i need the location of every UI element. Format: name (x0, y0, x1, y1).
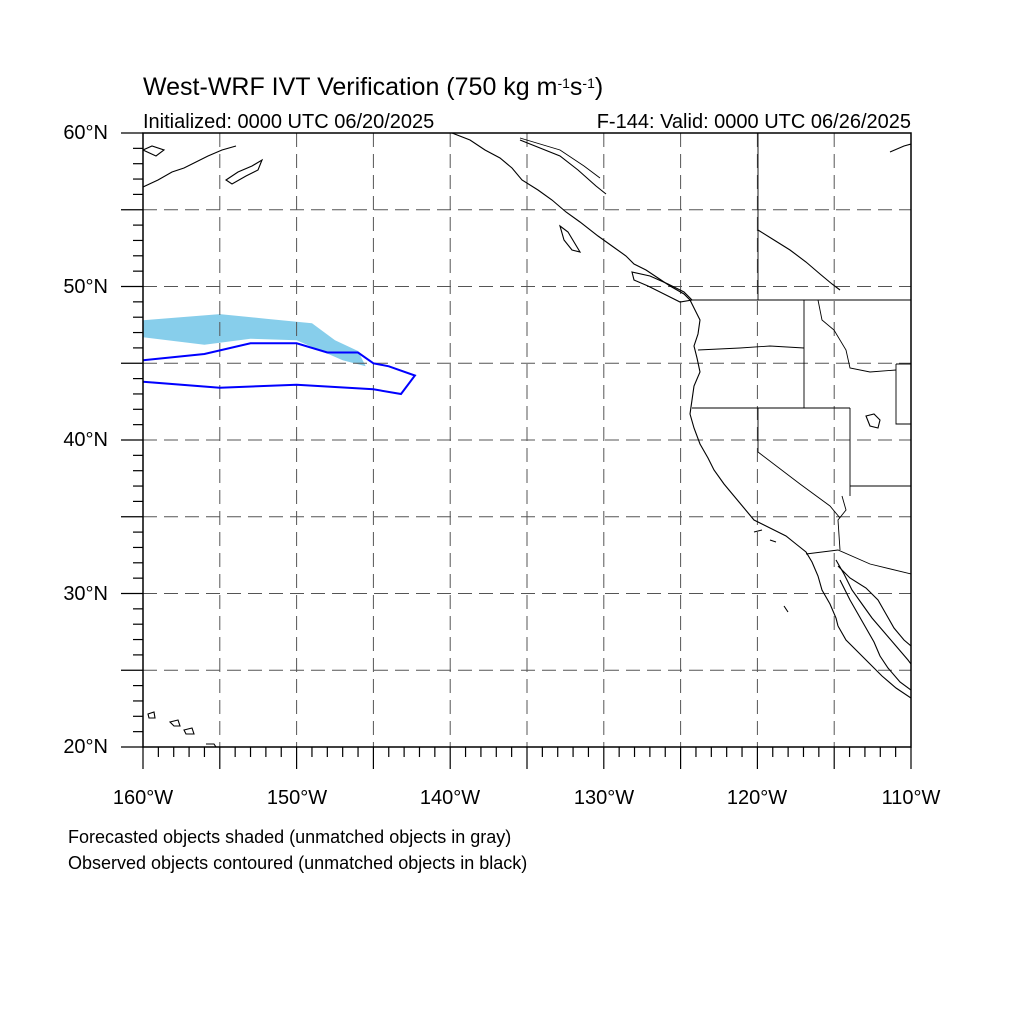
forecast-objects-layer (143, 314, 366, 367)
island-kodiak-small (143, 145, 166, 157)
island-haida-gwaii (559, 224, 582, 253)
island-hawaii-oahu (168, 719, 181, 727)
lon-label-140w: 140°W (419, 787, 481, 809)
border-idaho-montana (817, 299, 897, 373)
lon-label-120w: 120°W (726, 787, 788, 809)
border-wy (895, 363, 911, 425)
coastline-baja-east (839, 579, 911, 691)
lon-label-160w: 160°W (112, 787, 174, 809)
observed-note: Observed objects contoured (unmatched ob… (68, 853, 528, 873)
lat-label-40n: 40°N (63, 429, 108, 451)
island-baja-cedros (783, 605, 789, 613)
title-exponent-2: -1 (582, 75, 595, 91)
title-seconds-unit: s (569, 73, 583, 101)
valid-time-label: F-144: Valid: 0000 UTC 06/26/2025 (596, 111, 911, 133)
forecast-object-shading (143, 314, 366, 367)
coastlines-and-borders (143, 133, 911, 747)
lon-label-150w: 150°W (266, 787, 328, 809)
coastline-gulf-california (835, 559, 911, 665)
border-us-mexico (805, 549, 911, 575)
lake-great-salt (865, 413, 881, 429)
title-close: ) (594, 73, 604, 101)
island-hawaii-big (206, 743, 217, 747)
lat-label-50n: 50°N (63, 276, 108, 298)
observed-objects-layer (143, 342, 417, 396)
lake-northern (757, 229, 841, 291)
island-hawaii-maui (183, 727, 195, 735)
lat-label-20n: 20°N (63, 736, 108, 758)
coastline-hudson-edge (889, 143, 911, 153)
coastline-gulf-alaska-west (143, 145, 237, 188)
coastline-mainland-mexico (837, 565, 911, 647)
island-kodiak (225, 158, 264, 185)
forecast-note: Forecasted objects shaded (unmatched obj… (68, 827, 512, 847)
island-channel (753, 529, 777, 543)
axis-ticks (121, 132, 912, 769)
lat-label-30n: 30°N (63, 583, 108, 605)
lat-label-60n: 60°N (63, 122, 108, 144)
island-vancouver (631, 271, 694, 303)
border-bc-alaska (519, 137, 601, 179)
border-ca-nv (757, 408, 841, 519)
title-text: West-WRF IVT Verification (750 kg m (143, 73, 558, 101)
observed-object-contour (143, 342, 417, 396)
init-time-label: Initialized: 0000 UTC 06/20/2025 (143, 111, 435, 133)
border-wa-or (697, 345, 805, 351)
coastline-alaska-north (519, 139, 607, 195)
coastline-baja-west (837, 625, 911, 699)
map-title: West-WRF IVT Verification (750 kg m-1s-1… (143, 70, 603, 104)
lon-label-130w: 130°W (573, 787, 635, 809)
coastline-alaska-bc (451, 133, 839, 627)
title-exponent-1: -1 (557, 75, 570, 91)
island-hawaii-kauai (147, 711, 156, 719)
gridlines (143, 133, 911, 747)
political-boundaries (519, 133, 911, 575)
border-az-ca (837, 495, 847, 551)
lon-label-110w: 110°W (881, 787, 941, 809)
